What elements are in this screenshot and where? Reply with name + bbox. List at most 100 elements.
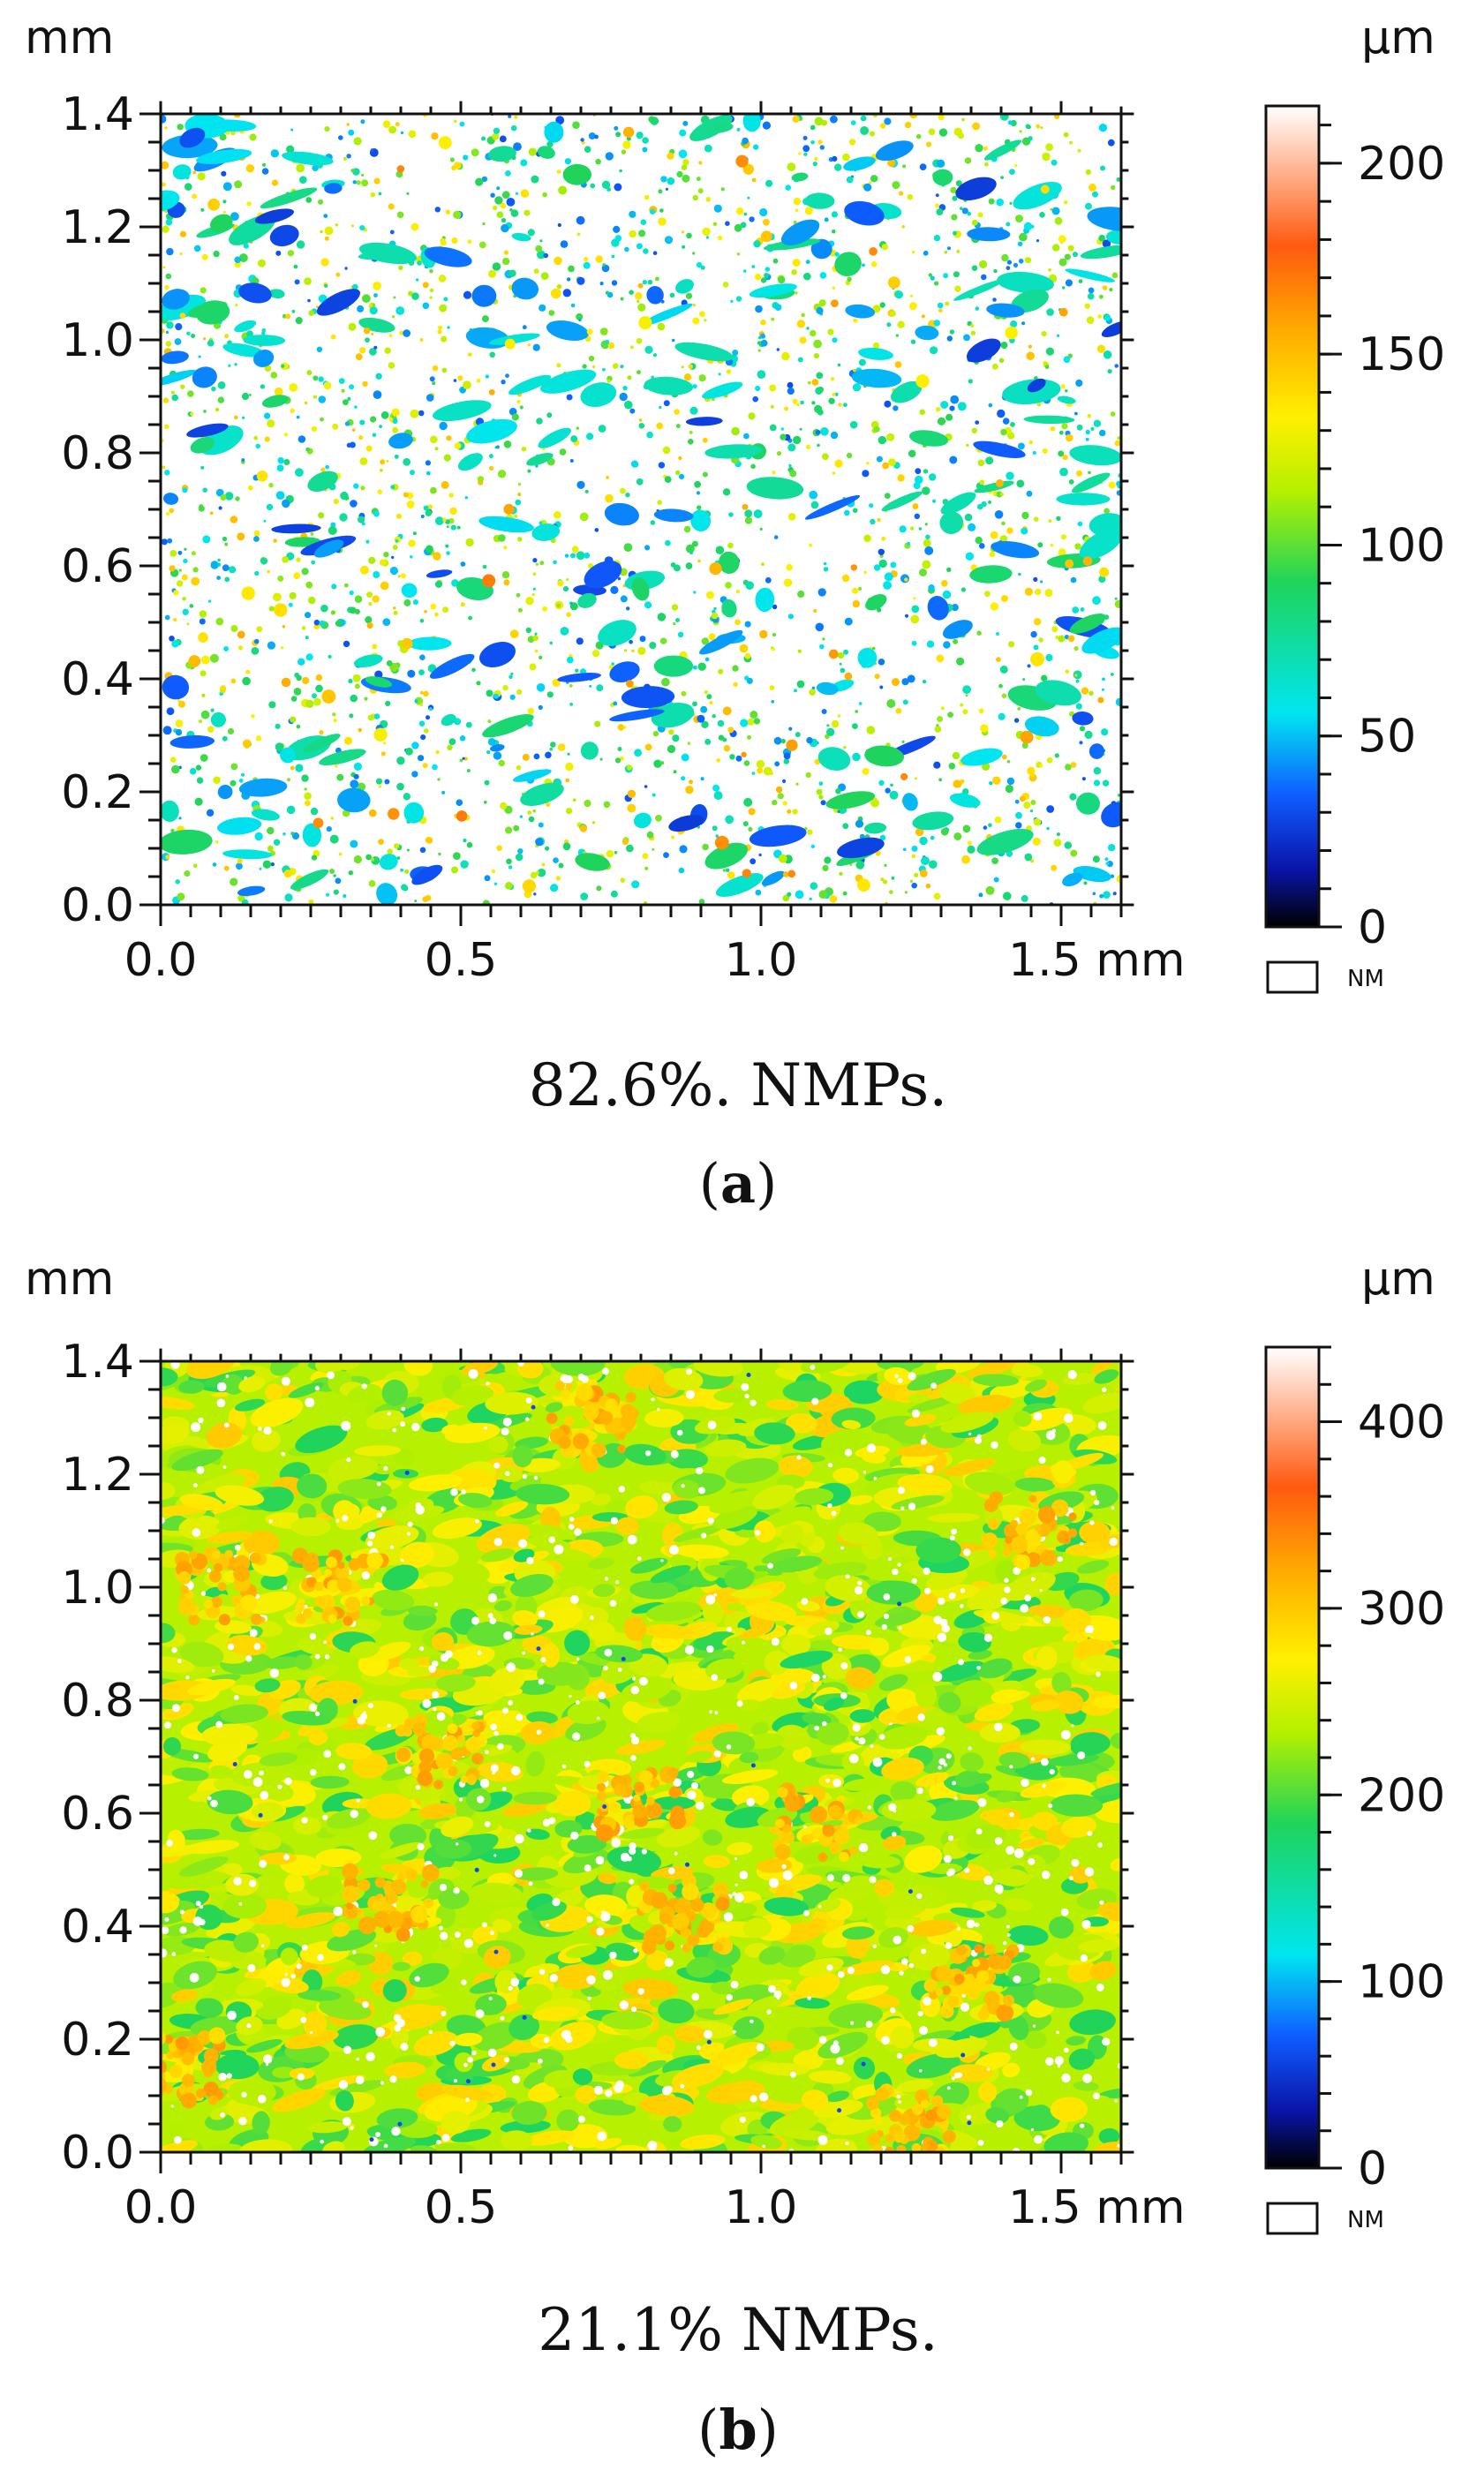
measured-point xyxy=(1075,703,1082,710)
measured-flake xyxy=(967,227,1011,242)
measured-point xyxy=(505,170,511,177)
surface-patch xyxy=(380,1864,415,1875)
non-measured-point xyxy=(947,1834,954,1841)
measured-point xyxy=(730,299,734,303)
measured-point xyxy=(713,204,722,213)
measured-point xyxy=(892,181,900,190)
measured-point xyxy=(209,511,214,516)
non-measured-point xyxy=(1071,1724,1074,1728)
measured-flake xyxy=(238,282,272,304)
measured-point xyxy=(433,552,441,561)
measured-flake xyxy=(834,252,862,277)
measured-point xyxy=(688,439,694,445)
measured-point xyxy=(627,789,637,798)
measured-point xyxy=(222,210,226,214)
measured-point xyxy=(934,281,939,286)
measured-point xyxy=(395,306,405,315)
measured-point xyxy=(623,726,627,729)
measured-point xyxy=(953,779,961,788)
surface-patch xyxy=(935,1361,982,1374)
measured-point xyxy=(351,428,356,432)
measured-point xyxy=(349,590,354,596)
measured-point xyxy=(957,132,964,139)
surface-patch xyxy=(912,2037,963,2053)
measured-point xyxy=(1065,764,1072,771)
surface-patch xyxy=(422,1571,454,1587)
measured-point xyxy=(572,798,576,802)
measured-point xyxy=(516,764,522,771)
measured-point xyxy=(187,390,194,397)
non-measured-point xyxy=(1034,2135,1043,2144)
measured-point xyxy=(895,708,902,714)
measured-point xyxy=(924,523,928,526)
measured-point xyxy=(350,779,359,789)
measured-point xyxy=(1065,389,1068,393)
measured-point xyxy=(928,584,935,591)
surface-patch xyxy=(546,1986,574,2002)
measured-point xyxy=(349,384,355,390)
non-measured-point xyxy=(897,1378,903,1383)
measured-point xyxy=(520,159,528,167)
measured-flake xyxy=(540,369,597,394)
measured-point xyxy=(285,313,291,320)
surface-patch xyxy=(591,1493,612,1506)
measured-point xyxy=(217,381,226,389)
measured-point xyxy=(566,612,571,617)
measured-point xyxy=(460,860,469,869)
surface-patch xyxy=(702,1600,724,1625)
measured-point xyxy=(936,724,939,727)
measured-point xyxy=(346,123,350,126)
measured-point xyxy=(1042,152,1051,162)
measured-point xyxy=(229,566,237,574)
measured-point xyxy=(270,862,275,867)
measured-flake xyxy=(316,289,360,316)
measured-point xyxy=(302,676,310,685)
measured-flake xyxy=(721,599,737,618)
surface-patch xyxy=(432,1517,482,1540)
measured-point xyxy=(807,380,811,385)
measured-point xyxy=(826,727,835,736)
measured-point xyxy=(877,517,881,523)
measured-flake xyxy=(791,172,809,182)
measured-point xyxy=(606,379,611,383)
measured-point xyxy=(681,690,687,697)
measured-point xyxy=(362,380,368,387)
measured-point xyxy=(968,379,974,384)
measured-point xyxy=(406,492,414,500)
measured-point xyxy=(338,378,345,384)
measured-point xyxy=(700,705,708,713)
measured-point xyxy=(356,180,361,185)
surface-patch xyxy=(808,2070,852,2084)
surface-patch xyxy=(349,1641,380,1659)
surface-patch xyxy=(421,1417,448,1433)
measured-point xyxy=(596,885,602,892)
measured-flake xyxy=(238,778,288,797)
measured-point xyxy=(395,122,400,127)
measured-point xyxy=(1112,892,1117,896)
measured-point xyxy=(1093,766,1102,775)
measured-droplet xyxy=(372,644,378,650)
measured-point xyxy=(760,333,765,339)
measured-point xyxy=(907,193,914,200)
measured-point xyxy=(793,435,802,445)
measured-point xyxy=(536,418,543,425)
measured-point xyxy=(213,776,221,784)
surface-patch xyxy=(1050,2097,1088,2122)
measured-point xyxy=(241,392,250,401)
measured-flake xyxy=(426,569,453,578)
surface-patch xyxy=(915,1537,961,1563)
measured-point xyxy=(911,854,916,859)
panel-a-caption: 82.6%. NMPs. xyxy=(529,1051,947,1119)
measured-point xyxy=(998,358,1005,364)
measured-point xyxy=(962,709,968,715)
measured-point xyxy=(988,500,991,504)
measured-flake xyxy=(403,802,425,824)
measured-droplet xyxy=(488,388,495,395)
measured-point xyxy=(556,779,561,784)
surface-patch xyxy=(878,1725,928,1750)
measured-point xyxy=(792,398,798,404)
measured-point xyxy=(858,586,863,591)
measured-point xyxy=(922,680,927,684)
measured-flake xyxy=(633,812,652,829)
measured-droplet xyxy=(188,655,201,667)
